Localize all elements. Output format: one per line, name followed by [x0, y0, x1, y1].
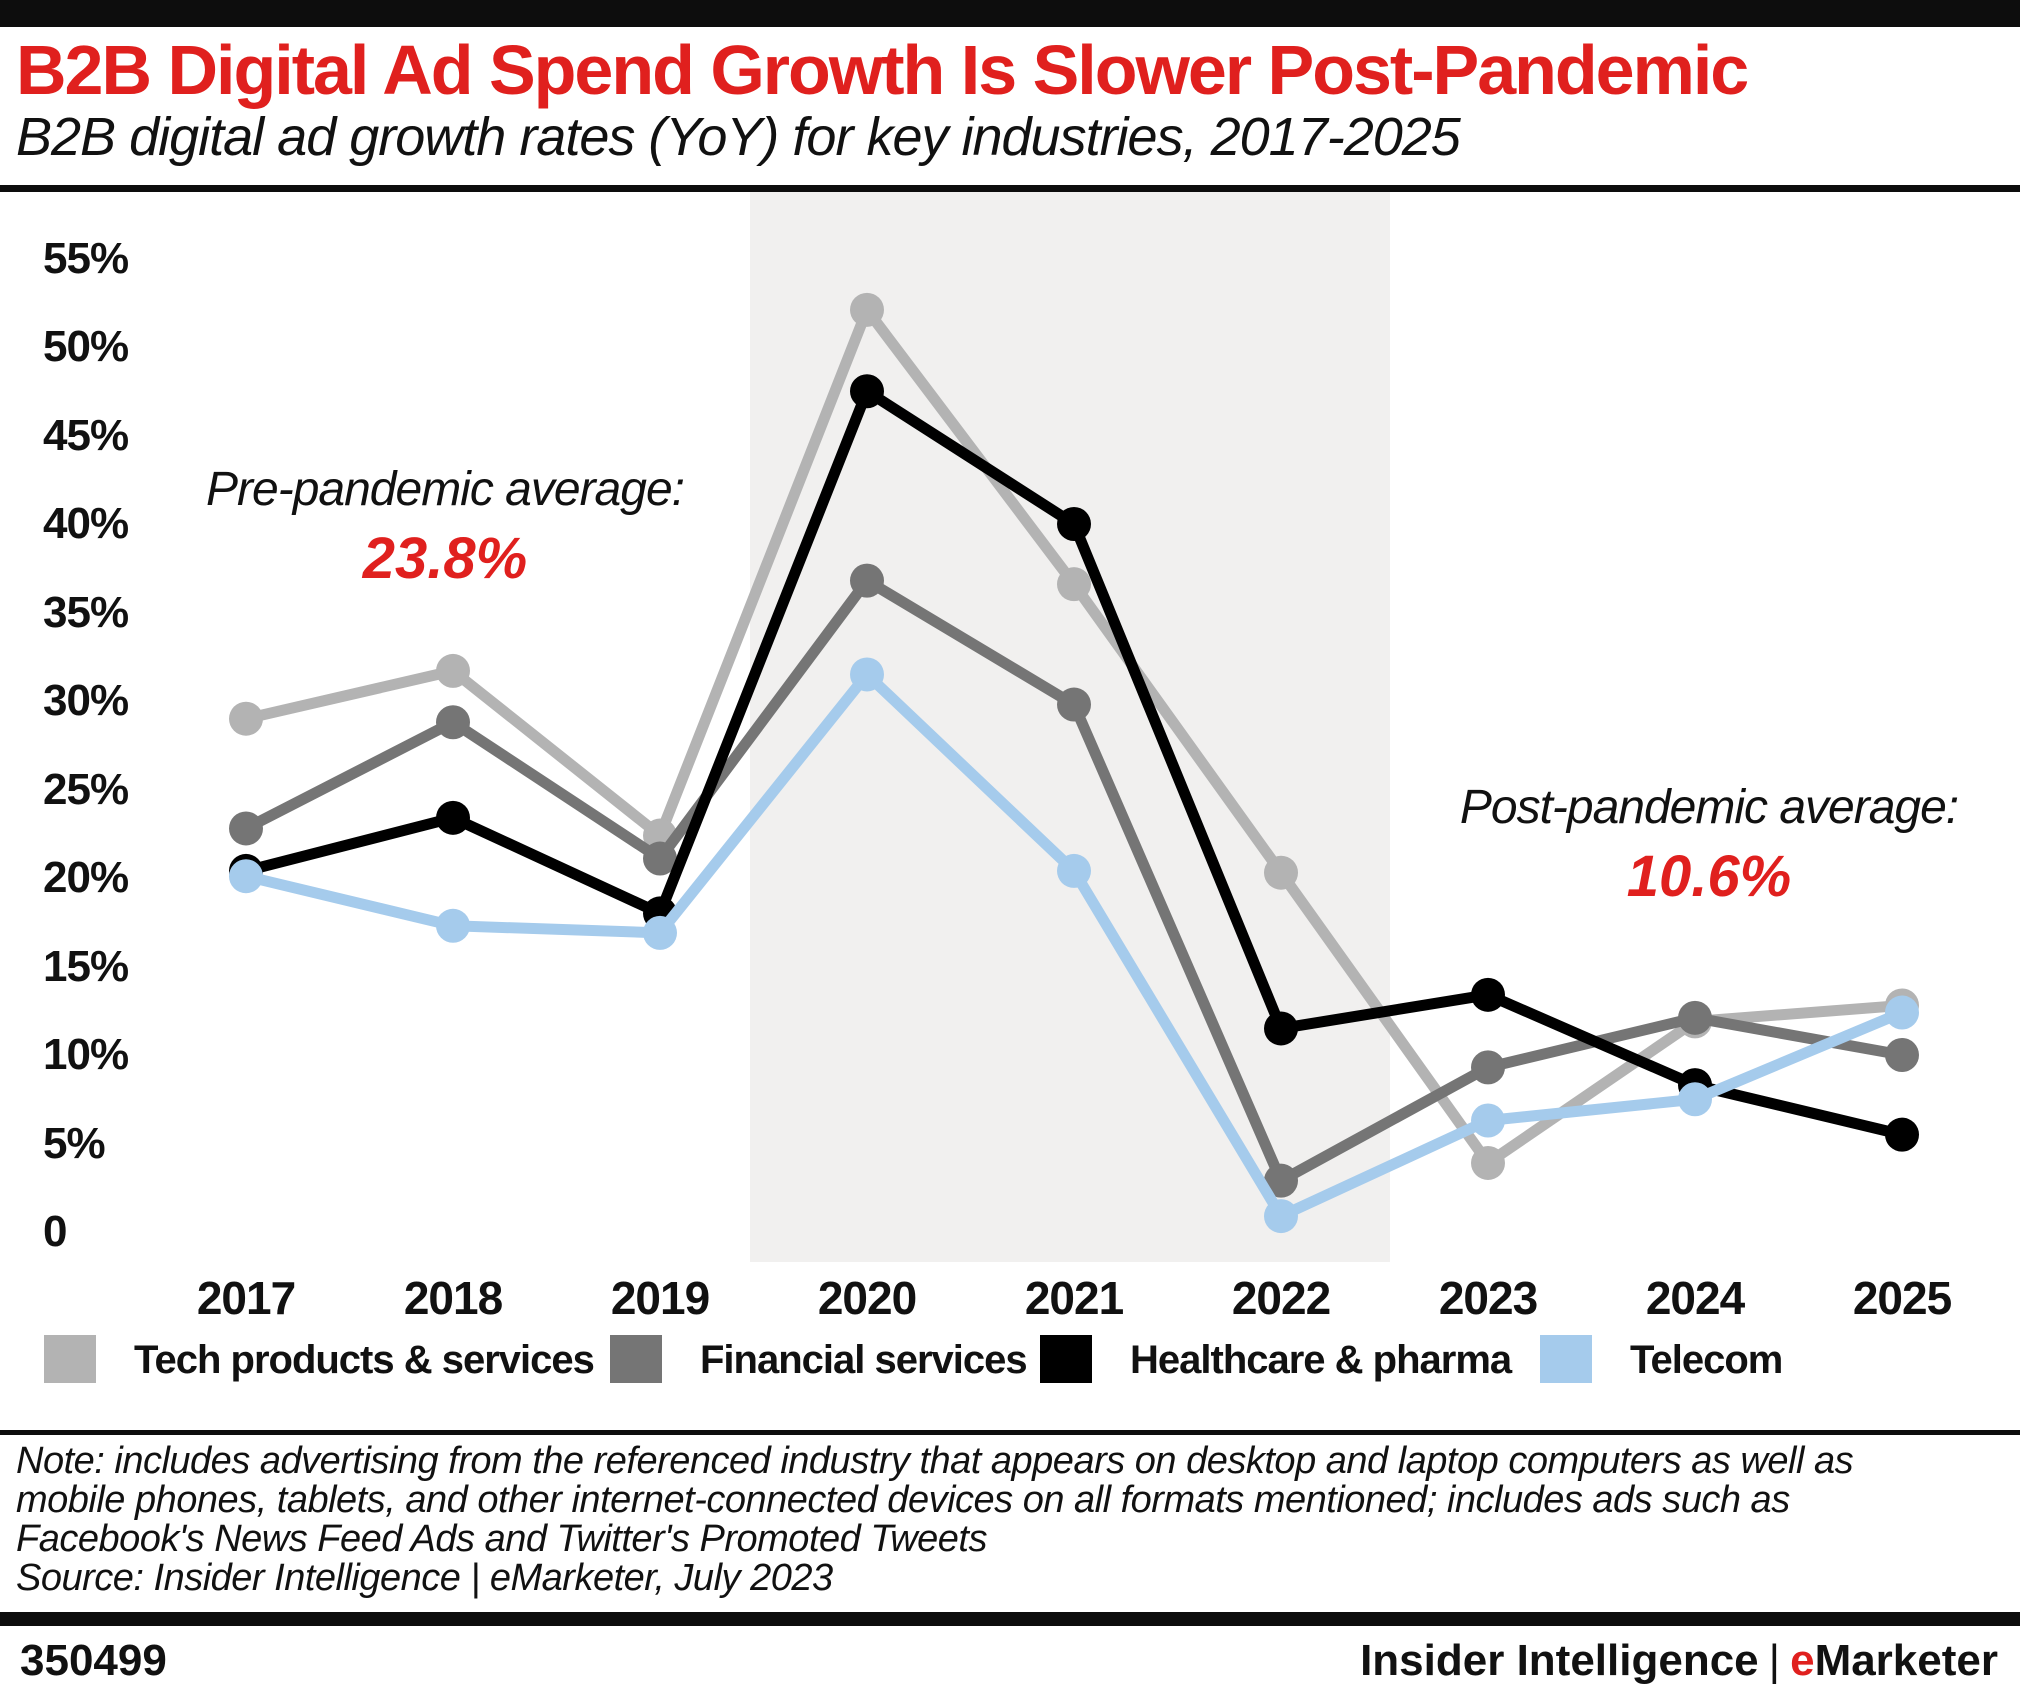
data-point	[1471, 1145, 1505, 1180]
data-point	[850, 563, 884, 598]
data-point	[850, 292, 884, 327]
legend-swatch	[44, 1335, 96, 1383]
data-point	[1471, 977, 1505, 1012]
data-point	[229, 701, 263, 736]
data-point	[1057, 853, 1091, 888]
y-tick-label: 25%	[43, 764, 129, 814]
annotation-pre-label: Pre-pandemic average:	[206, 463, 685, 516]
brand-insider-intelligence: Insider Intelligence	[1360, 1636, 1759, 1685]
data-point	[1885, 1117, 1919, 1152]
brand-logo: Insider Intelligence | eMarketer	[1360, 1636, 1998, 1686]
data-point	[1264, 1199, 1298, 1234]
x-tick-label-2020: 2020	[817, 1272, 917, 1324]
y-tick-label: 5%	[43, 1118, 106, 1168]
x-tick-label-2017: 2017	[196, 1272, 296, 1324]
annotation-post-value: 10.6%	[1626, 844, 1792, 909]
annotation-pre-value: 23.8%	[362, 526, 528, 591]
data-point	[229, 859, 263, 894]
y-tick-label: 35%	[43, 587, 129, 637]
data-point	[1471, 1050, 1505, 1085]
data-point	[643, 841, 677, 876]
data-point	[1264, 855, 1298, 890]
legend-label: Financial services	[700, 1338, 1028, 1382]
data-point	[1057, 567, 1091, 602]
brand-emarketer-e: e	[1790, 1636, 1815, 1685]
y-tick-label: 10%	[43, 1030, 129, 1079]
y-tick-label: 20%	[43, 853, 129, 902]
legend-label: Tech products & services	[134, 1338, 595, 1382]
top-black-bar	[0, 0, 2020, 27]
annotation-pre-pandemic: Pre-pandemic average: 23.8%	[206, 462, 685, 592]
x-tick-label-2022: 2022	[1231, 1272, 1331, 1324]
y-tick-label: 15%	[43, 941, 129, 991]
page-title: B2B Digital Ad Spend Growth Is Slower Po…	[16, 31, 1749, 109]
data-point	[1057, 687, 1091, 722]
data-point	[436, 800, 470, 835]
data-point	[436, 705, 470, 740]
y-tick-label: 55%	[43, 233, 129, 283]
footer-bar	[0, 1612, 2020, 1626]
data-point	[850, 374, 884, 409]
note-divider	[0, 1430, 2020, 1435]
legend-swatch	[1540, 1335, 1592, 1383]
x-tick-label-2019: 2019	[610, 1272, 710, 1324]
y-tick-label: 50%	[43, 322, 129, 371]
x-tick-label-2023: 2023	[1438, 1272, 1538, 1324]
y-tick-label: 40%	[43, 499, 129, 548]
x-tick-label-2024: 2024	[1645, 1272, 1745, 1324]
data-point	[229, 811, 263, 846]
legend-label: Healthcare & pharma	[1130, 1338, 1512, 1382]
chart-id: 350499	[20, 1636, 167, 1685]
brand-separator: |	[1768, 1636, 1781, 1685]
data-point	[436, 653, 470, 688]
x-tick-label-2025: 2025	[1852, 1272, 1952, 1324]
data-point	[1264, 1163, 1298, 1198]
x-tick-label-2018: 2018	[403, 1272, 503, 1324]
annotation-post-pandemic: Post-pandemic average: 10.6%	[1459, 780, 1959, 910]
page-subtitle: B2B digital ad growth rates (YoY) for ke…	[16, 107, 1461, 167]
data-point	[1885, 1038, 1919, 1072]
data-point	[1471, 1103, 1505, 1138]
data-point	[1057, 507, 1091, 541]
data-point	[1885, 995, 1919, 1030]
data-point	[1264, 1011, 1298, 1046]
source-text: Source: Insider Intelligence | eMarketer…	[16, 1557, 833, 1599]
x-tick-label-2021: 2021	[1024, 1272, 1124, 1324]
data-point	[436, 908, 470, 943]
y-tick-label: 30%	[43, 676, 129, 725]
data-point	[1678, 1000, 1712, 1035]
y-tick-label: 0	[43, 1207, 68, 1256]
annotation-post-label: Post-pandemic average:	[1459, 781, 1959, 834]
legend-label: Telecom	[1630, 1338, 1783, 1382]
note-text: Note: includes advertising from the refe…	[16, 1440, 1854, 1560]
legend-swatch	[610, 1335, 662, 1383]
data-point	[1678, 1082, 1712, 1117]
brand-emarketer-rest: Marketer	[1814, 1636, 1998, 1685]
y-tick-label: 45%	[43, 410, 129, 460]
data-point	[850, 657, 884, 692]
legend-swatch	[1040, 1335, 1092, 1383]
header-divider	[0, 185, 2020, 192]
pandemic-period-band	[750, 192, 1390, 1262]
data-point	[643, 915, 677, 950]
